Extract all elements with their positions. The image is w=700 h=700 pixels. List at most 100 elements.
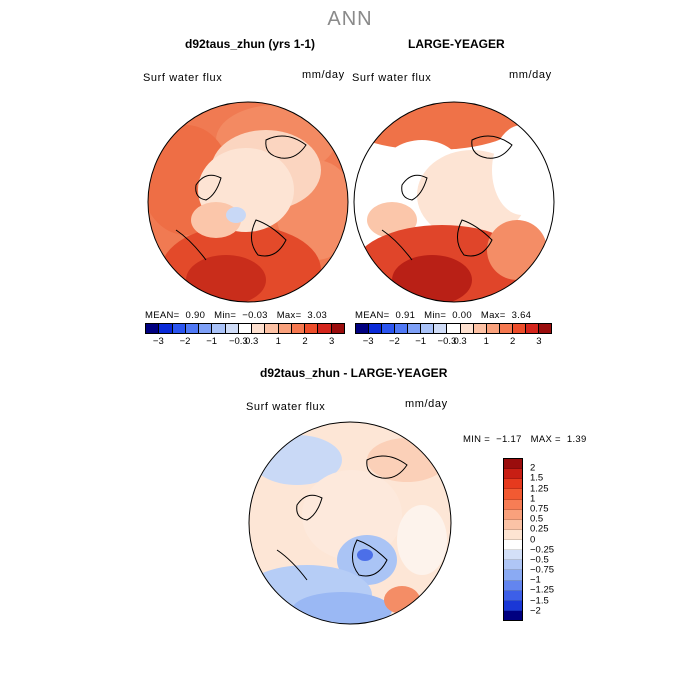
colorbar-swatch — [504, 590, 522, 601]
colorbar-tick-label: −1 — [530, 574, 541, 586]
diff-min-label: MIN = — [463, 434, 491, 445]
polar-map-model — [147, 101, 349, 303]
colorbar-tick-label: −2 — [530, 605, 541, 617]
panel-2-max-value: 3.64 — [511, 310, 532, 321]
diff-panel-title: d92taus_zhun - LARGE-YEAGER — [260, 366, 448, 380]
colorbar-tick-label: −0.3 — [228, 336, 248, 347]
colorbar-tick-label: −2 — [179, 336, 191, 347]
colorbar-swatch — [512, 324, 526, 333]
colorbar-1 — [145, 323, 345, 334]
colorbar-swatch — [525, 324, 539, 333]
colorbar-swatch — [212, 324, 226, 333]
colorbar-swatch — [434, 324, 448, 333]
panel-2-max-label: Max= — [480, 310, 506, 321]
colorbar-swatch — [504, 509, 522, 520]
diff-max-label: MAX = — [530, 434, 561, 445]
polar-map-obs — [353, 101, 555, 303]
colorbar-swatch — [504, 469, 522, 480]
panel-1-units: mm/day — [302, 69, 345, 81]
colorbar-swatch — [504, 489, 522, 500]
colorbar-difference — [503, 458, 523, 621]
panel-2-title: LARGE-YEAGER — [408, 37, 505, 51]
panel-2-mean-label: MEAN= — [355, 310, 390, 321]
colorbar-tick-label: −0.3 — [437, 336, 457, 347]
colorbar-2-labels: −3 −2 −1 −0.3 0.3 1 2 3 — [355, 336, 552, 348]
colorbar-swatch — [278, 324, 292, 333]
colorbar-swatch — [291, 324, 306, 333]
colorbar-tick-label: −1 — [206, 336, 218, 347]
colorbar-tick-label: −3 — [152, 336, 164, 347]
colorbar-swatch — [504, 560, 522, 571]
colorbar-tick-label: 2 — [530, 462, 536, 474]
panel-2-min-label: Min= — [424, 310, 447, 321]
colorbar-swatch — [504, 600, 522, 611]
colorbar-swatch — [421, 324, 435, 333]
colorbar-swatch — [331, 324, 344, 333]
colorbar-2 — [355, 323, 552, 334]
colorbar-tick-label: 3 — [329, 336, 335, 347]
colorbar-swatch — [382, 324, 396, 333]
colorbar-tick-label: 0.75 — [530, 503, 549, 515]
colorbar-swatch — [504, 529, 522, 540]
colorbar-swatch — [486, 324, 500, 333]
colorbar-swatch — [504, 570, 522, 581]
colorbar-swatch — [305, 324, 319, 333]
diff-max-value: 1.39 — [566, 434, 587, 445]
colorbar-swatch — [460, 324, 474, 333]
colorbar-swatch — [504, 519, 522, 530]
panel-2-var-label: Surf water flux — [352, 72, 432, 84]
diff-panel-units: mm/day — [405, 398, 448, 410]
colorbar-swatch — [146, 324, 160, 333]
colorbar-swatch — [473, 324, 487, 333]
panel-1-min-value: −0.03 — [242, 310, 268, 321]
colorbar-tick-label: 2 — [302, 336, 308, 347]
colorbar-swatch — [504, 499, 522, 510]
colorbar-swatch — [395, 324, 409, 333]
colorbar-tick-label: 0.5 — [530, 513, 544, 525]
colorbar-swatch — [447, 324, 461, 333]
panel-1-mean-label: MEAN= — [145, 310, 180, 321]
colorbar-swatch — [369, 324, 383, 333]
panel-1-var-label: Surf water flux — [143, 72, 223, 84]
panel-1-min-label: Min= — [214, 310, 237, 321]
panel-2-min-value: 0.00 — [452, 310, 472, 321]
colorbar-tick-label: −0.75 — [530, 564, 555, 576]
colorbar-difference-labels: 2 1.5 1.25 1 0.75 0.5 0.25 0 −0.25 −0.5 −0.75 −1 −1.… — [530, 458, 590, 621]
figure-title: ANN — [327, 8, 373, 30]
panel-2-units: mm/day — [509, 69, 552, 81]
colorbar-tick-label: 2 — [509, 336, 516, 347]
panel-2-stats: MEAN= 0.91 Min= 0.00 Max= 3.64 — [355, 310, 537, 321]
colorbar-swatch — [499, 324, 513, 333]
colorbar-swatch — [504, 540, 522, 551]
panel-1-title: d92taus_zhun (yrs 1-1) — [185, 37, 316, 51]
panel-1-max-label: Max= — [276, 310, 302, 321]
colorbar-tick-label: 1.5 — [530, 472, 544, 484]
colorbar-swatch — [504, 610, 522, 620]
colorbar-tick-label: −1 — [415, 336, 427, 347]
polar-map-difference — [248, 421, 452, 625]
diff-panel-var-label: Surf water flux — [246, 401, 326, 413]
colorbar-tick-label: 0.25 — [530, 523, 549, 535]
colorbar-tick-label: 0.3 — [245, 336, 259, 347]
colorbar-tick-label: −1.25 — [530, 584, 555, 596]
colorbar-swatch — [504, 550, 522, 561]
colorbar-tick-label: 1.25 — [530, 483, 549, 495]
colorbar-swatch — [408, 324, 422, 333]
panel-1-stats: MEAN= 0.90 Min= −0.03 Max= 3.03 — [145, 310, 333, 321]
colorbar-swatch — [265, 324, 279, 333]
colorbar-swatch — [538, 324, 551, 333]
colorbar-swatch — [252, 324, 266, 333]
colorbar-tick-label: −0.5 — [530, 554, 549, 566]
diff-min-value: −1.17 — [496, 434, 522, 445]
colorbar-tick-label: −1.5 — [530, 595, 549, 607]
colorbar-tick-label: 0 — [530, 534, 536, 545]
panel-1-max-value: 3.03 — [307, 310, 328, 321]
colorbar-swatch — [225, 324, 239, 333]
panel-2-mean-value: 0.91 — [395, 310, 416, 321]
colorbar-tick-label: 1 — [530, 493, 536, 505]
colorbar-tick-label: 1 — [483, 336, 489, 347]
colorbar-swatch — [172, 324, 186, 333]
colorbar-swatch — [504, 580, 522, 591]
colorbar-swatch — [185, 324, 200, 333]
colorbar-swatch — [504, 459, 522, 470]
